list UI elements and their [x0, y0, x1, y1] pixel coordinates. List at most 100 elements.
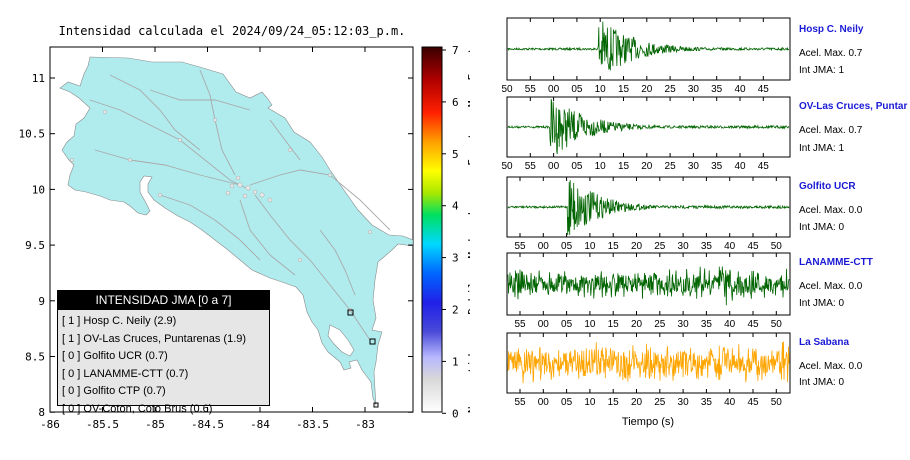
map-title: Intensidad calculada el 2024/09/24_05:12… — [59, 24, 406, 38]
trace-tick-label: 05 — [561, 319, 573, 330]
trace-tick-label: 50 — [771, 241, 783, 252]
station-int: Int JMA: 0 — [799, 377, 845, 388]
y-tick-label: 9 — [38, 295, 45, 308]
trace-tick-label: 45 — [747, 319, 759, 330]
colorbar-tick-label: 5 — [452, 148, 459, 161]
legend-title: INTENSIDAD JMA [0 a 7] — [58, 291, 269, 310]
trace-tick-label: 40 — [724, 319, 736, 330]
trace-tick-label: 45 — [747, 397, 759, 408]
trace-tick-label: 00 — [548, 161, 560, 172]
trace-tick-label: 20 — [641, 161, 653, 172]
colorbar-levels: Muy Fuerte Fuerte Moderado Debil No sentido — [466, 41, 470, 413]
trace-tick-label: 10 — [595, 161, 607, 172]
trace-tick-label: 30 — [688, 84, 700, 95]
trace-tick-label: 45 — [758, 161, 770, 172]
trace-tick-label: 20 — [631, 319, 643, 330]
trace-tick-label: 00 — [548, 84, 560, 95]
colorbar-ticks: 7 6 5 4 3 2 1 0 — [442, 44, 459, 420]
trace-tick-label: 55 — [514, 319, 526, 330]
trace-tick-label: 10 — [584, 319, 596, 330]
golfo-dulce — [327, 324, 355, 357]
station-markers — [347, 309, 379, 408]
x-tick-label: -85 — [145, 418, 165, 431]
waveform — [507, 341, 790, 384]
trace-tick-label: 10 — [584, 397, 596, 408]
legend-item: [ 0 ] LANAMME-CTT (0.7) — [62, 367, 189, 380]
trace-tick-label: 40 — [724, 241, 736, 252]
trace-tick-label: 35 — [701, 397, 713, 408]
trace-tick-label: 25 — [654, 241, 666, 252]
trace-tick-label: 45 — [747, 241, 759, 252]
station-int: Int JMA: 1 — [799, 65, 845, 76]
trace-tick-label: 05 — [561, 241, 573, 252]
x-tick-label: -83.5 — [296, 418, 329, 431]
trace-frame — [506, 252, 791, 316]
trace-0: 50 55 00 05 10 15 20 25 30 35 40 45 — [501, 17, 791, 95]
y-tick-label: 10.5 — [19, 128, 46, 141]
trace-tick-label: 25 — [665, 161, 677, 172]
trace-frame — [506, 176, 791, 238]
trace-tick-label: 55 — [525, 84, 537, 95]
trace-tick-label: 45 — [758, 84, 770, 95]
trace-tick-label: 15 — [608, 397, 620, 408]
trace-1: 50 55 00 05 10 15 20 25 30 35 40 45 — [501, 96, 791, 172]
station-name: LANAMME-CTT — [799, 257, 873, 268]
station-acel: Acel. Max. 0.0 — [799, 361, 863, 372]
trace-tick-label: 15 — [618, 161, 630, 172]
trace-tick-label: 55 — [514, 241, 526, 252]
trace-tick-label: 35 — [701, 241, 713, 252]
station-acel: Acel. Max. 0.0 — [799, 281, 863, 292]
y-tick-label: 8.5 — [25, 351, 45, 364]
legend-item: [ 0 ] Golfito CTP (0.7) — [62, 385, 166, 397]
station-name: OV-Las Cruces, Puntar — [799, 101, 908, 112]
trace-frame — [506, 96, 791, 158]
legend-item: [ 1 ] OV-Las Cruces, Puntarenas (1.9) — [62, 332, 247, 345]
trace-tick-label: 30 — [688, 161, 700, 172]
y-tick-label: 8 — [38, 406, 45, 419]
station-name: Golfito UCR — [799, 181, 856, 192]
station-acel: Acel. Max. 0.0 — [799, 205, 863, 216]
trace-tick-label: 15 — [618, 84, 630, 95]
trace-tick-label: 05 — [571, 84, 583, 95]
x-tick-label: -84 — [250, 418, 270, 431]
time-axis-label: Tiempo (s) — [622, 416, 674, 428]
trace-tick-label: 25 — [654, 319, 666, 330]
trace-tick-label: 50 — [501, 161, 513, 172]
station-int: Int JMA: 1 — [799, 143, 845, 154]
trace-2: 55 00 05 10 15 20 25 30 35 40 45 50 — [506, 176, 791, 252]
colorbar-tick-label: 4 — [452, 200, 459, 213]
trace-tick-label: 55 — [514, 397, 526, 408]
trace-tick-label: 55 — [525, 161, 537, 172]
trace-tick-label: 30 — [678, 241, 690, 252]
colorbar-tick-label: 1 — [452, 355, 459, 368]
trace-tick-label: 35 — [701, 319, 713, 330]
intensity-level-label: Muy Fuerte — [466, 41, 470, 107]
waveform — [507, 98, 790, 155]
colorbar-tick-label: 0 — [452, 407, 459, 420]
intensity-level-label: No sentido — [466, 347, 470, 413]
trace-tick-label: 20 — [631, 241, 643, 252]
trace-frame — [506, 332, 791, 394]
trace-tick-label: 35 — [711, 84, 723, 95]
colorbar-tick-label: 7 — [452, 44, 459, 57]
trace-tick-label: 15 — [608, 241, 620, 252]
trace-tick-label: 25 — [654, 397, 666, 408]
x-tick-label: -85.5 — [86, 418, 119, 431]
map-axes: -86 -85.5 -85 -84.5 -84 -83.5 -83 11 10.5 10 9.5 9 8… — [19, 47, 413, 431]
colorbar-tick-label: 2 — [452, 304, 459, 317]
trace-tick-label: 50 — [771, 397, 783, 408]
x-tick-label: -83 — [355, 418, 375, 431]
trace-tick-label: 05 — [571, 161, 583, 172]
trace-tick-label: 10 — [595, 84, 607, 95]
legend-item: [ 0 ] Golfito UCR (0.7) — [62, 350, 168, 362]
trace-tick-label: 10 — [584, 241, 596, 252]
intensity-level-label: Moderado — [466, 206, 470, 259]
trace-tick-label: 25 — [665, 84, 677, 95]
intensity-level-label: Debil — [466, 281, 470, 314]
trace-tick-label: 50 — [501, 84, 513, 95]
trace-frame — [506, 17, 791, 81]
station-int: Int JMA: 0 — [799, 222, 845, 233]
trace-tick-label: 00 — [538, 241, 550, 252]
trace-tick-label: 00 — [538, 397, 550, 408]
trace-tick-label: 40 — [734, 84, 746, 95]
